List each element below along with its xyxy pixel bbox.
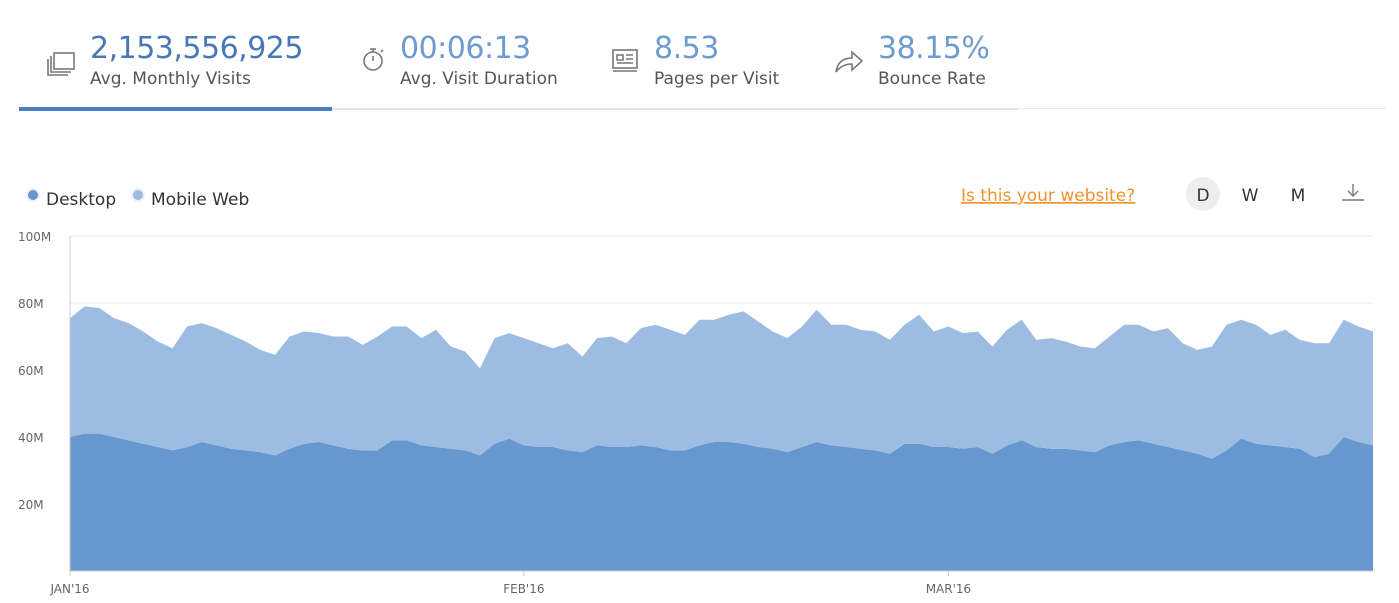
website-link[interactable]: Is this your website? bbox=[961, 186, 1135, 206]
metric-value: 00:06:13 bbox=[400, 31, 531, 66]
y-tick-label: 20M bbox=[18, 498, 44, 512]
y-tick-label: 100M bbox=[18, 230, 51, 244]
pages-icon bbox=[612, 49, 638, 69]
metric-value: 8.53 bbox=[654, 31, 719, 66]
metric-value: 2,153,556,925 bbox=[90, 31, 303, 66]
metric-label: Avg. Visit Duration bbox=[400, 69, 558, 89]
icons bbox=[47, 48, 864, 76]
duration-icon bbox=[370, 48, 384, 61]
tab-line bbox=[1018, 108, 1386, 109]
metric-label: Bounce Rate bbox=[878, 69, 986, 89]
metric[interactable]: 2,153,556,925 Avg. Monthly Visits bbox=[90, 30, 303, 90]
granularity-button[interactable]: M bbox=[1291, 186, 1306, 206]
x-tick-label: JAN'16 bbox=[49, 582, 89, 596]
granularity-button[interactable]: D bbox=[1196, 186, 1209, 206]
active-tab-underline bbox=[19, 107, 332, 111]
legend-label: Desktop bbox=[46, 190, 116, 210]
bounce-icon bbox=[835, 50, 864, 73]
metric-label: Pages per Visit bbox=[654, 69, 780, 89]
granularity-button[interactable]: W bbox=[1242, 186, 1259, 206]
visits-icon bbox=[47, 56, 71, 76]
metric-label: Avg. Monthly Visits bbox=[90, 69, 251, 89]
area bbox=[70, 306, 1373, 459]
metric[interactable]: 38.15% Bounce Rate bbox=[878, 30, 990, 90]
y-tick-label: 40M bbox=[18, 431, 44, 445]
visits-icon bbox=[53, 52, 75, 70]
active-button bbox=[1186, 177, 1220, 211]
y-tick-label: 80M bbox=[18, 297, 44, 311]
x-tick-label: MAR'16 bbox=[926, 582, 971, 596]
metric[interactable]: 00:06:13 Avg. Visit Duration bbox=[400, 30, 558, 90]
y-tick-label: 60M bbox=[18, 364, 44, 378]
metric-value: 38.15% bbox=[878, 31, 990, 66]
legend-dot bbox=[133, 190, 143, 200]
legend-label: Mobile Web bbox=[151, 190, 249, 210]
metric[interactable]: 8.53 Pages per Visit bbox=[654, 30, 779, 90]
pages-icon bbox=[613, 54, 637, 72]
tab-line bbox=[332, 108, 1018, 110]
area bbox=[70, 433, 1373, 571]
legend-dot bbox=[28, 190, 38, 200]
download-icon[interactable] bbox=[1342, 184, 1364, 201]
x-tick-label: FEB'16 bbox=[503, 582, 544, 596]
